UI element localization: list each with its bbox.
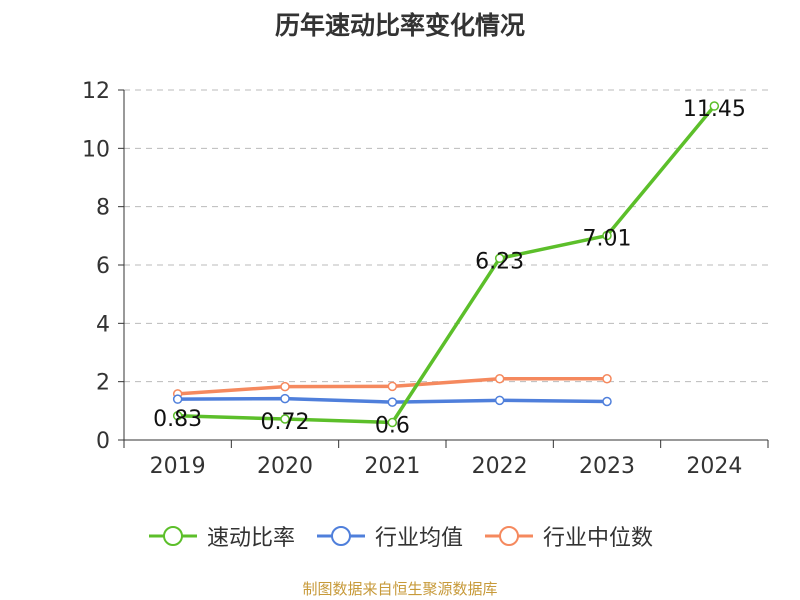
data-label: 6.23 — [475, 249, 524, 274]
legend-label: 速动比率 — [206, 526, 295, 551]
data-point — [602, 230, 612, 241]
data-point — [602, 374, 612, 384]
x-tick-label: 2019 — [150, 454, 206, 479]
data-label: 7.01 — [583, 227, 632, 252]
x-tick-label: 2021 — [364, 454, 420, 479]
data-point — [280, 393, 290, 404]
data-point — [280, 381, 290, 392]
y-tick-label: 10 — [82, 137, 110, 162]
data-point — [387, 397, 398, 407]
x-tick-label: 2022 — [472, 454, 528, 479]
data-point — [280, 414, 290, 424]
data-point — [494, 374, 505, 384]
y-tick-label: 0 — [96, 429, 110, 454]
series-line — [177, 104, 716, 425]
data-source-note: 制图数据来自恒生聚源数据库 — [302, 580, 498, 598]
y-tick-label: 8 — [96, 196, 110, 221]
y-tick-label: 2 — [96, 371, 110, 396]
legend-swatch-icon — [485, 526, 533, 546]
chart-legend: 速动比率 行业均值 行业中位数 — [0, 520, 800, 552]
legend-item[interactable]: 行业均值 — [315, 520, 463, 552]
legend-swatch-icon — [148, 526, 197, 546]
legend-swatch-marker — [499, 526, 519, 546]
y-tick-label: 4 — [96, 312, 110, 337]
x-tick-label: 2020 — [257, 454, 313, 479]
y-tick-label: 12 — [82, 79, 110, 104]
data-point — [387, 417, 398, 428]
data-point — [387, 381, 398, 392]
x-tick-label: 2024 — [686, 454, 742, 479]
data-label: 0.72 — [261, 410, 310, 435]
data-point — [172, 411, 183, 421]
y-tick-label: 6 — [96, 254, 110, 279]
data-point — [172, 394, 183, 404]
legend-swatch-marker — [330, 526, 351, 546]
x-tick-label: 2023 — [579, 454, 635, 479]
data-label: 0.6 — [375, 414, 410, 439]
data-point — [709, 101, 720, 111]
data-point — [494, 395, 505, 406]
legend-swatch-marker — [162, 526, 183, 546]
data-label: 0.83 — [153, 407, 202, 432]
legend-label: 行业中位数 — [543, 526, 654, 551]
legend-label: 行业均值 — [374, 526, 463, 551]
chart-title: 历年速动比率变化情况 — [274, 11, 525, 40]
legend-swatch-icon — [316, 526, 365, 546]
data-label: 11.45 — [683, 97, 746, 122]
data-point — [494, 253, 505, 264]
data-point — [602, 396, 612, 407]
legend-item[interactable]: 速动比率 — [147, 520, 295, 552]
legend-item[interactable]: 行业中位数 — [483, 520, 653, 552]
